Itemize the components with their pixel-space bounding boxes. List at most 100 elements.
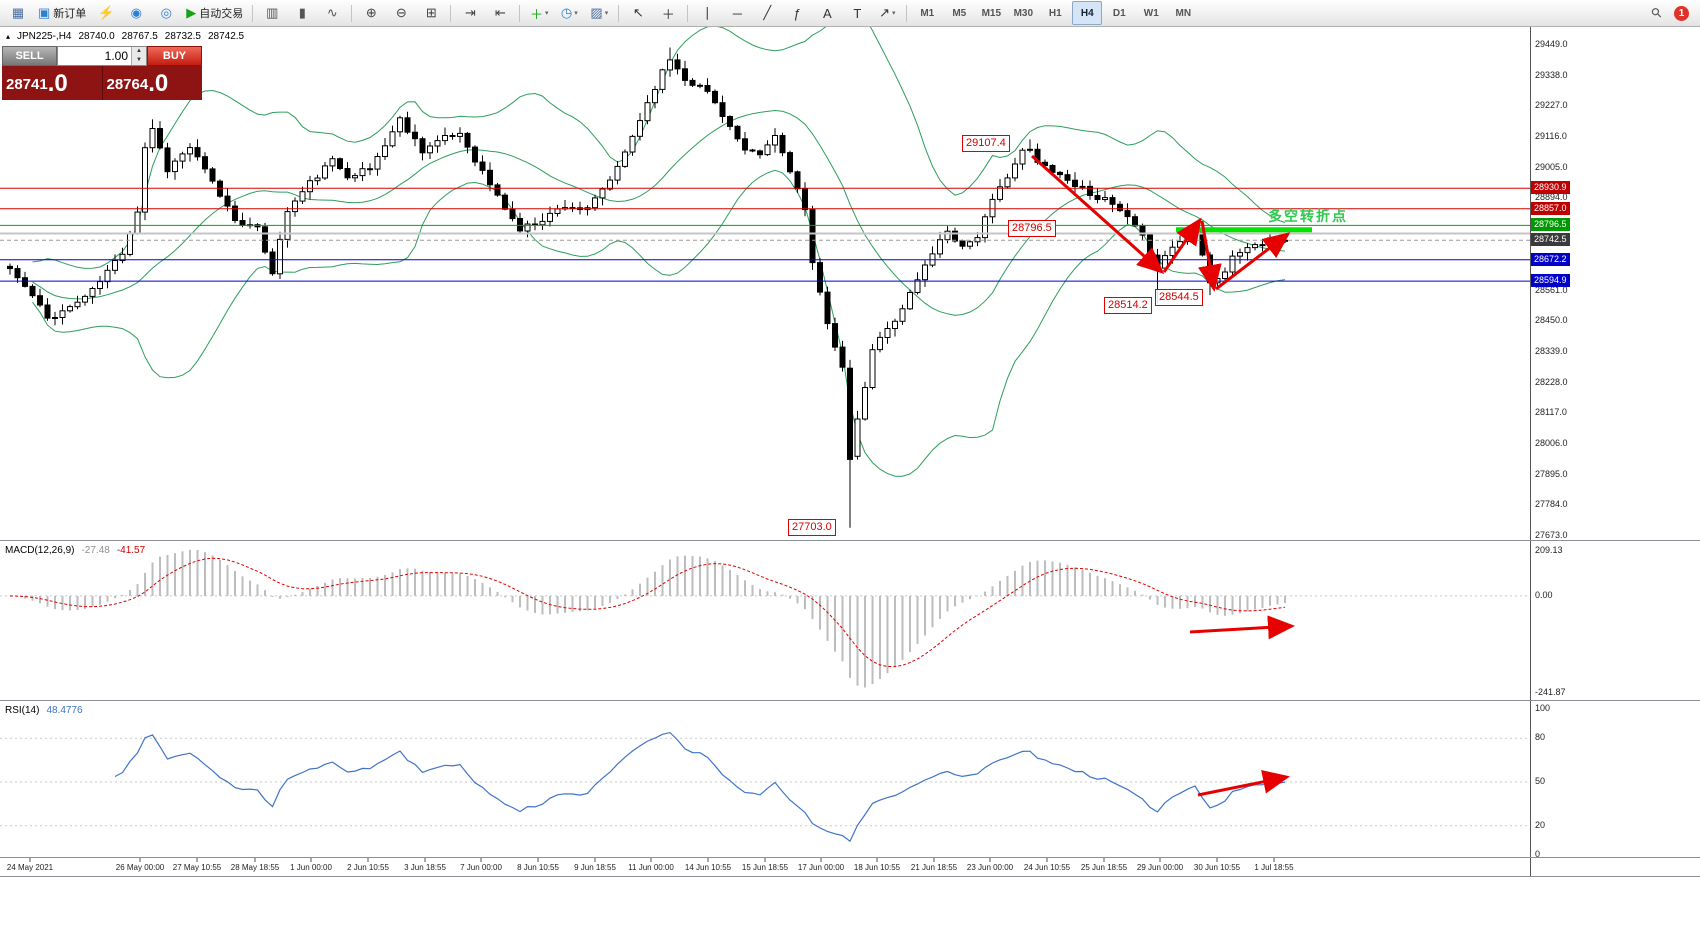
time-axis-label: 7 Jun 00:00	[460, 863, 502, 872]
timeframe-m5-button[interactable]: M5	[952, 7, 967, 19]
price-tag: 28796.5	[1531, 218, 1570, 232]
new-chart-icon: ▦	[11, 5, 25, 20]
y-axis-tick: 27784.0	[1535, 499, 1568, 510]
y-axis-tick: 29005.0	[1535, 161, 1568, 172]
chart-bars-button[interactable]: ▥	[258, 1, 286, 25]
timeframe-m30-button[interactable]: M30	[1013, 7, 1034, 19]
price-tag: 28672.2	[1531, 252, 1570, 266]
y-axis-tick: 28894.0	[1535, 192, 1568, 203]
y-axis-tick: 29338.0	[1535, 69, 1568, 80]
crosshair-icon: ＋	[661, 6, 675, 22]
price-annotation[interactable]: 28544.5	[1155, 289, 1203, 306]
time-axis-label: 17 Jun 00:00	[797, 863, 845, 872]
chart-shift-button[interactable]: ⇤	[486, 1, 514, 25]
timeframe-w1-button[interactable]: W1	[1143, 7, 1159, 19]
macd-indicator-panel[interactable]	[0, 541, 1530, 700]
auto-scroll-button[interactable]: ⇥	[456, 1, 484, 25]
timeframe-d1-button[interactable]: D1	[1112, 7, 1126, 19]
rsi-indicator-panel[interactable]	[0, 701, 1530, 858]
mql5-icon[interactable]: ⚡	[92, 1, 120, 25]
lot-value[interactable]: 1.00	[104, 49, 128, 63]
rsi-label: RSI(14) 48.4776	[5, 705, 83, 716]
price-annotation[interactable]: 28796.5	[1008, 220, 1056, 237]
zoom-out-icon: ⊖	[395, 5, 407, 20]
draw-fibonacci-button[interactable]: ƒ	[783, 1, 811, 25]
notification-badge[interactable]: 1	[1674, 5, 1689, 21]
draw-label-button[interactable]: T	[843, 1, 871, 25]
price-tag: 28594.9	[1531, 274, 1570, 288]
templates-button[interactable]: ▨ ▾	[585, 1, 613, 25]
new-chart-button[interactable]: ▦	[4, 1, 32, 25]
chevron-down-icon: ▾	[574, 10, 578, 17]
panel-splitter[interactable]	[0, 540, 1700, 541]
draw-hline-icon: ─	[732, 5, 742, 21]
sell-button[interactable]: SELL	[2, 46, 57, 66]
buy-button[interactable]: BUY	[147, 46, 202, 66]
turning-point-note[interactable]: 多空转折点	[1268, 208, 1348, 224]
timeframe-h1-button[interactable]: H1	[1048, 7, 1062, 19]
timeframe-m15-button[interactable]: M15	[981, 7, 1002, 19]
time-axis-label: 27 May 10:55	[172, 863, 222, 872]
price-axis[interactable]: 27673.0 27784.0 27895.0 28006.0 28117.0 28228…	[1530, 27, 1700, 876]
templates-icon: ▨	[590, 5, 603, 20]
lot-decrease-button[interactable]: ▼	[132, 56, 146, 65]
chart-candles-button[interactable]: ▮	[288, 1, 316, 25]
y-axis-tick: 29227.0	[1535, 100, 1568, 111]
chart-line-button[interactable]: ∿	[318, 1, 346, 25]
zoom-out-button[interactable]: ⊖	[387, 1, 415, 25]
lot-increase-button[interactable]: ▲	[132, 47, 146, 56]
y-axis-tick: 29449.0	[1535, 39, 1568, 49]
price-annotation[interactable]: 28514.2	[1104, 297, 1152, 314]
time-axis-label: 1 Jun 00:00	[290, 863, 332, 872]
buy-price[interactable]: 28764.0	[102, 66, 202, 100]
autotrading-button[interactable]: ▶ 自动交易	[182, 1, 247, 25]
time-axis-label: 28 May 18:55	[230, 863, 280, 872]
draw-fibonacci-icon: ƒ	[793, 5, 801, 21]
chart-line-icon: ∿	[326, 5, 338, 20]
sell-price[interactable]: 28741.0	[2, 66, 103, 100]
community-icon[interactable]: ◎	[152, 1, 180, 25]
periods-button[interactable]: ◷ ▾	[555, 1, 583, 25]
timeframe-mn-button[interactable]: MN	[1175, 7, 1192, 19]
crosshair-button[interactable]: ＋	[654, 1, 682, 25]
y-axis-tick: 29116.0	[1535, 131, 1567, 142]
lot-size-field[interactable]: 1.00 ▲ ▼	[57, 46, 147, 66]
y-axis-tick: 27895.0	[1535, 468, 1568, 479]
toolbar-separator	[687, 4, 689, 22]
timeframe-m1-button[interactable]: M1	[920, 7, 935, 19]
panel-splitter[interactable]	[0, 700, 1700, 701]
draw-arrows-button[interactable]: ↗ ▾	[873, 1, 901, 25]
draw-trendline-button[interactable]: ╱	[753, 1, 781, 25]
search-button[interactable]: ⚲	[1643, 1, 1671, 25]
search-icon: ⚲	[1647, 3, 1666, 22]
chevron-down-icon: ▾	[604, 10, 609, 17]
draw-arrows-icon: ↗	[879, 5, 890, 20]
indicators-button[interactable]: ＋ ▾	[525, 1, 553, 25]
time-axis-label: 21 Jun 18:55	[910, 863, 958, 872]
profile-icon[interactable]: ◉	[122, 1, 150, 25]
cursor-button[interactable]: ↖	[624, 1, 652, 25]
symbol-ohlc-line: ▴ JPN225-,H4 28740.0 28767.5 28732.5 287…	[6, 31, 244, 42]
draw-hline-button[interactable]: ─	[723, 1, 751, 25]
one-click-trading-panel: SELL 1.00 ▲ ▼ BUY 28741.0 28764.0	[2, 46, 202, 100]
timeframe-h4-button[interactable]: H4	[1072, 1, 1103, 25]
draw-text-button[interactable]: A	[813, 1, 841, 25]
time-axis-label: 2 Jun 10:55	[347, 863, 389, 872]
macd-label: MACD(12,26,9) -27.48 -41.57	[5, 545, 146, 556]
candlestick-chart[interactable]	[0, 27, 1530, 540]
zoom-in-button[interactable]: ⊕	[357, 1, 385, 25]
draw-vline-button[interactable]: ∣	[693, 1, 721, 25]
price-annotation[interactable]: 29107.4	[962, 135, 1010, 152]
tile-windows-button[interactable]: ⊞	[417, 1, 445, 25]
time-axis[interactable]: 24 May 2021 26 May 00:00 27 May 10:55 28 Ma…	[0, 858, 1530, 876]
oct-toggle-icon[interactable]: ▴	[6, 32, 11, 41]
y-axis-tick: 28450.0	[1535, 315, 1568, 326]
new-order-button[interactable]: ▣ 新订单	[34, 1, 90, 25]
y-axis-tick: -241.87	[1535, 687, 1566, 697]
time-axis-label: 14 Jun 10:55	[684, 863, 732, 872]
time-axis-label: 11 Jun 00:00	[628, 863, 674, 872]
new-order-button-label: 新订单	[53, 8, 87, 20]
price-annotation[interactable]: 27703.0	[788, 519, 836, 536]
community-icon-icon: ◎	[160, 5, 172, 20]
y-axis-tick: 100	[1535, 703, 1551, 713]
